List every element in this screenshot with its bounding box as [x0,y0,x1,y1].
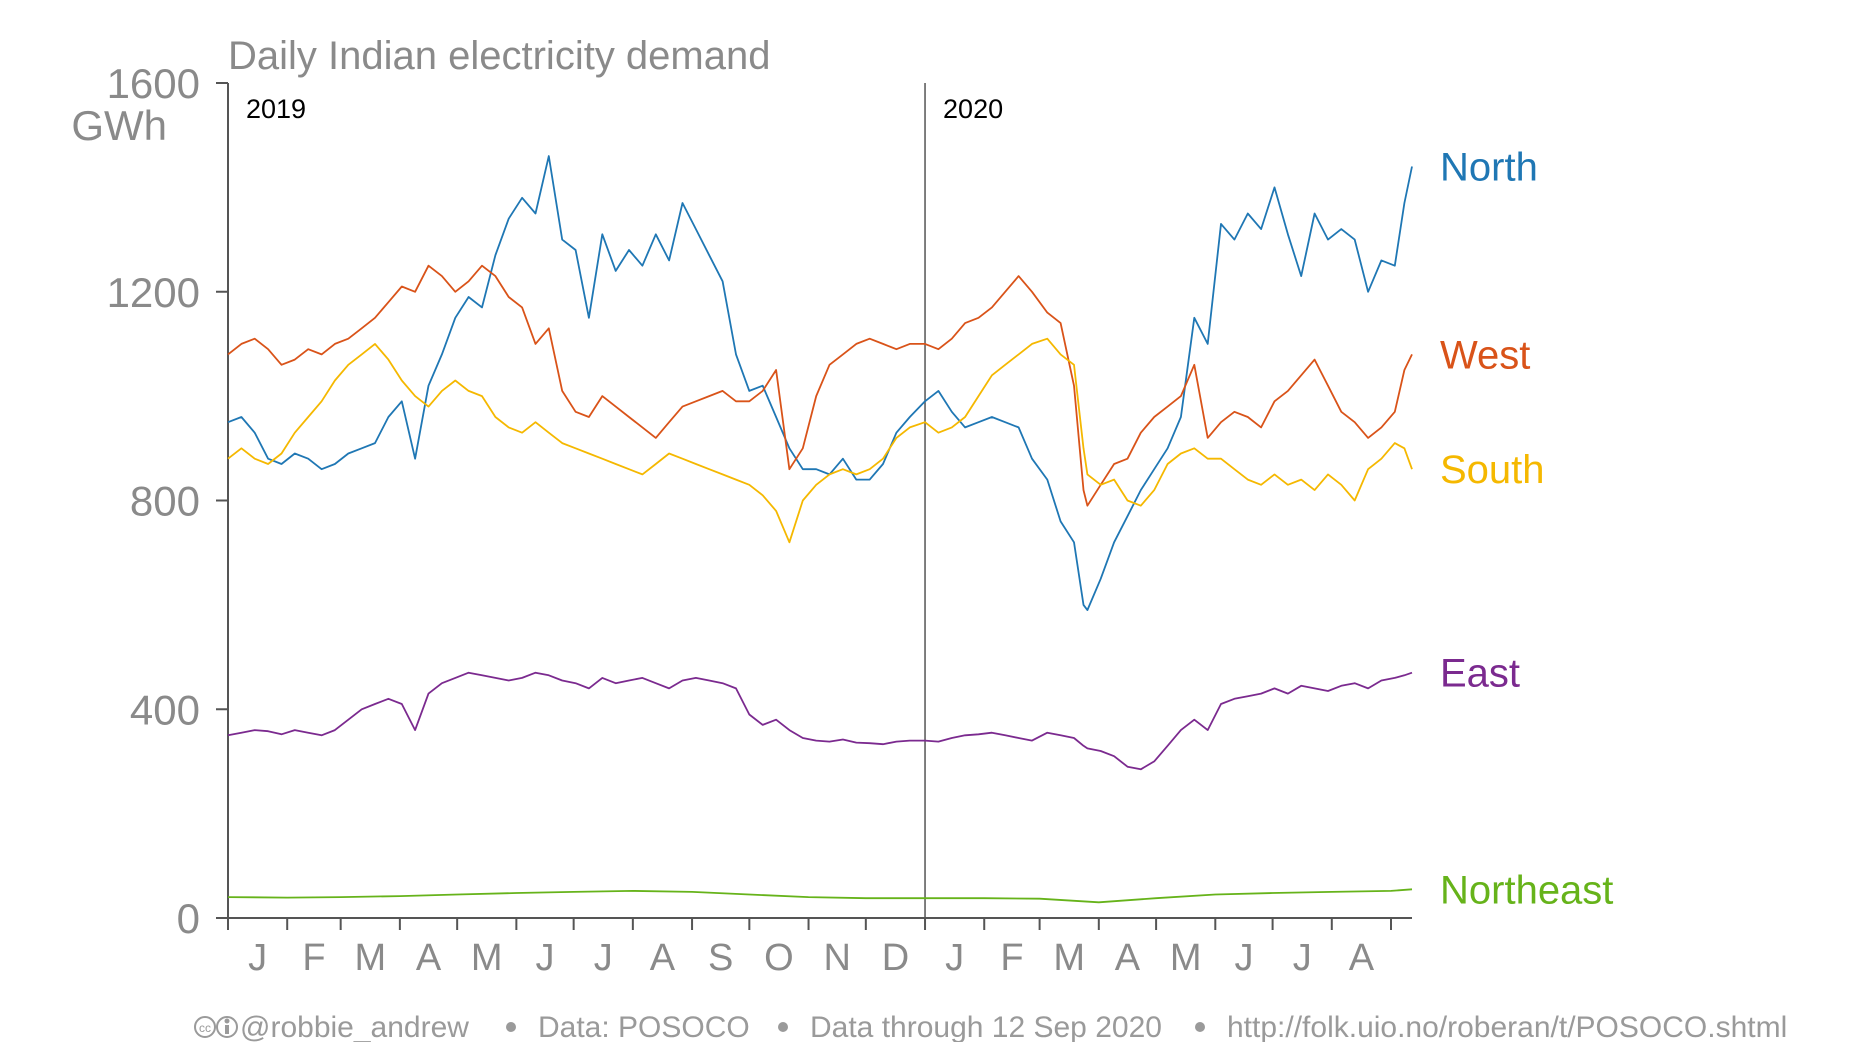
x-tick-label: A [416,937,442,979]
x-tick-label: A [650,937,676,979]
y-tick-label: 1600 [107,60,200,107]
x-tick-label: M [354,937,386,979]
series-label-northeast: Northeast [1440,868,1613,912]
x-tick-label: J [945,937,964,979]
x-tick-label: A [1115,937,1141,979]
footer: cc @robbie_andrew Data: POSOCO Data thro… [194,1011,1787,1042]
x-tick-label: S [708,937,733,979]
series-line-east [227,671,1413,771]
series-line-south [227,337,1413,544]
year-label: 2020 [943,94,1003,124]
footer-separator-dot [1195,1022,1205,1032]
x-tick-label: J [1234,937,1253,979]
chart-title: Daily Indian electricity demand [228,34,770,78]
svg-text:cc: cc [199,1021,211,1035]
series-labels: North West South East Northeast [1440,146,1613,913]
cc-license-icon: cc [194,1016,238,1038]
x-tick-label: F [302,937,325,979]
series-lines [227,155,1413,904]
year-markers: 2019 2020 [246,83,1003,918]
x-tick-label: F [1000,937,1023,979]
year-label: 2019 [246,94,306,124]
y-tick-label: 400 [130,686,200,733]
series-line-northeast [227,888,1413,904]
x-tick-label: J [248,937,267,979]
series-label-south: South [1440,448,1545,492]
y-tick-label: 1200 [107,269,200,316]
x-tick-label: M [1053,937,1085,979]
x-tick-label: J [536,937,555,979]
y-unit-label: GWh [71,102,167,149]
x-tick-label: J [1293,937,1312,979]
x-tick-label: M [1170,937,1202,979]
y-axis: 0 400 800 1200 1600 [107,60,229,942]
footer-url[interactable]: http://folk.uio.no/roberan/t/POSOCO.shtm… [1227,1011,1787,1042]
footer-separator-dot [506,1022,516,1032]
x-tick-label: N [823,937,850,979]
y-tick-label: 0 [177,895,200,942]
series-label-north: North [1440,146,1538,190]
series-line-west [227,264,1413,507]
x-tick-label: D [882,937,909,979]
y-tick-label: 800 [130,478,200,525]
series-line-north [227,155,1413,611]
x-tick-label: O [764,937,794,979]
series-label-west: West [1440,333,1530,377]
series-label-east: East [1440,652,1520,696]
footer-data-through: Data through 12 Sep 2020 [810,1011,1162,1042]
footer-credit: @robbie_andrew [240,1011,469,1042]
footer-separator-dot [778,1022,788,1032]
x-tick-label: J [594,937,613,979]
x-tick-label: M [471,937,503,979]
x-tick-label: A [1349,937,1375,979]
footer-source: Data: POSOCO [538,1011,750,1042]
